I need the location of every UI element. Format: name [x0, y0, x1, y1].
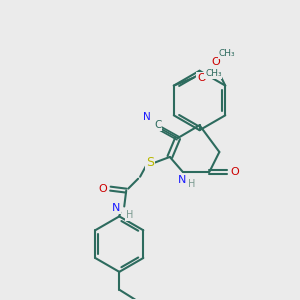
Text: S: S	[146, 156, 154, 170]
Text: O: O	[98, 184, 107, 194]
Text: N: N	[178, 175, 186, 185]
Text: N: N	[143, 112, 151, 122]
Text: O: O	[197, 73, 206, 83]
Text: H: H	[125, 210, 133, 220]
Text: C: C	[154, 120, 162, 130]
Text: N: N	[112, 203, 121, 214]
Text: O: O	[231, 167, 240, 177]
Text: H: H	[188, 179, 195, 189]
Text: CH₃: CH₃	[219, 50, 236, 58]
Text: CH₃: CH₃	[205, 69, 222, 78]
Text: O: O	[211, 57, 220, 67]
